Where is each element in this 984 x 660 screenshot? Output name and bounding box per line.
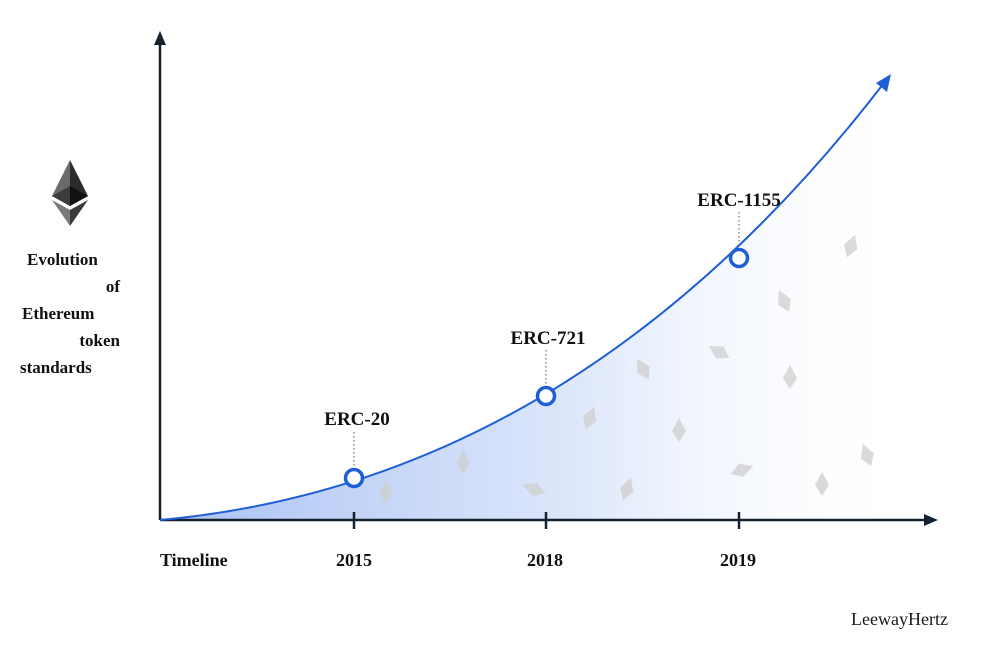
background-diamonds	[379, 234, 874, 504]
milestone-marker-erc1155	[728, 247, 750, 269]
y-axis-title-line: standards	[20, 358, 92, 377]
ethereum-diamond-icon	[730, 463, 754, 477]
milestone-label-erc20: ERC-20	[324, 409, 389, 430]
milestone-marker-erc20	[343, 467, 365, 489]
ethereum-logo-icon	[52, 160, 88, 226]
milestone-label-erc1155: ERC-1155	[697, 190, 780, 211]
axes	[158, 40, 928, 522]
milestone-markers	[343, 247, 750, 489]
ethereum-diamond-icon	[815, 472, 829, 496]
year-label-2019: 2019	[720, 550, 756, 570]
curve-area-fill	[160, 75, 890, 520]
ethereum-diamond-icon	[379, 480, 393, 504]
year-label-2018: 2018	[527, 550, 563, 570]
year-label-2015: 2015	[336, 550, 372, 570]
ethereum-diamond-icon	[708, 346, 730, 359]
y-axis-title-line: Evolution	[27, 250, 98, 269]
ethereum-diamond-icon	[672, 418, 686, 442]
y-axis-arrow-icon	[154, 31, 166, 45]
evolution-curve	[159, 82, 885, 521]
x-axis-arrow-icon	[924, 514, 938, 526]
ethereum-diamond-icon	[620, 477, 634, 501]
curve-arrow-icon	[876, 74, 891, 92]
y-axis-title-line: Ethereum	[22, 304, 95, 323]
brand-watermark: LeewayHertz	[851, 609, 948, 629]
ethereum-diamond-icon	[844, 234, 858, 258]
milestone-marker-erc721	[535, 385, 557, 407]
ethereum-diamond-icon	[778, 290, 791, 312]
ethereum-diamond-icon	[456, 450, 470, 474]
y-axis-title: Evolution of Ethereum token standards	[12, 246, 120, 381]
ethereum-diamond-icon	[637, 358, 650, 380]
ethereum-diamond-icon	[522, 482, 546, 496]
x-axis-ticks	[352, 512, 741, 529]
milestone-label-erc721: ERC-721	[511, 328, 586, 349]
ethereum-diamond-icon	[860, 443, 874, 467]
x-axis-label: Timeline	[160, 550, 228, 570]
y-axis-title-line: token	[79, 331, 120, 350]
ethereum-diamond-icon	[783, 365, 797, 389]
y-axis-title-line: of	[105, 277, 120, 296]
ethereum-diamond-icon	[583, 406, 597, 430]
